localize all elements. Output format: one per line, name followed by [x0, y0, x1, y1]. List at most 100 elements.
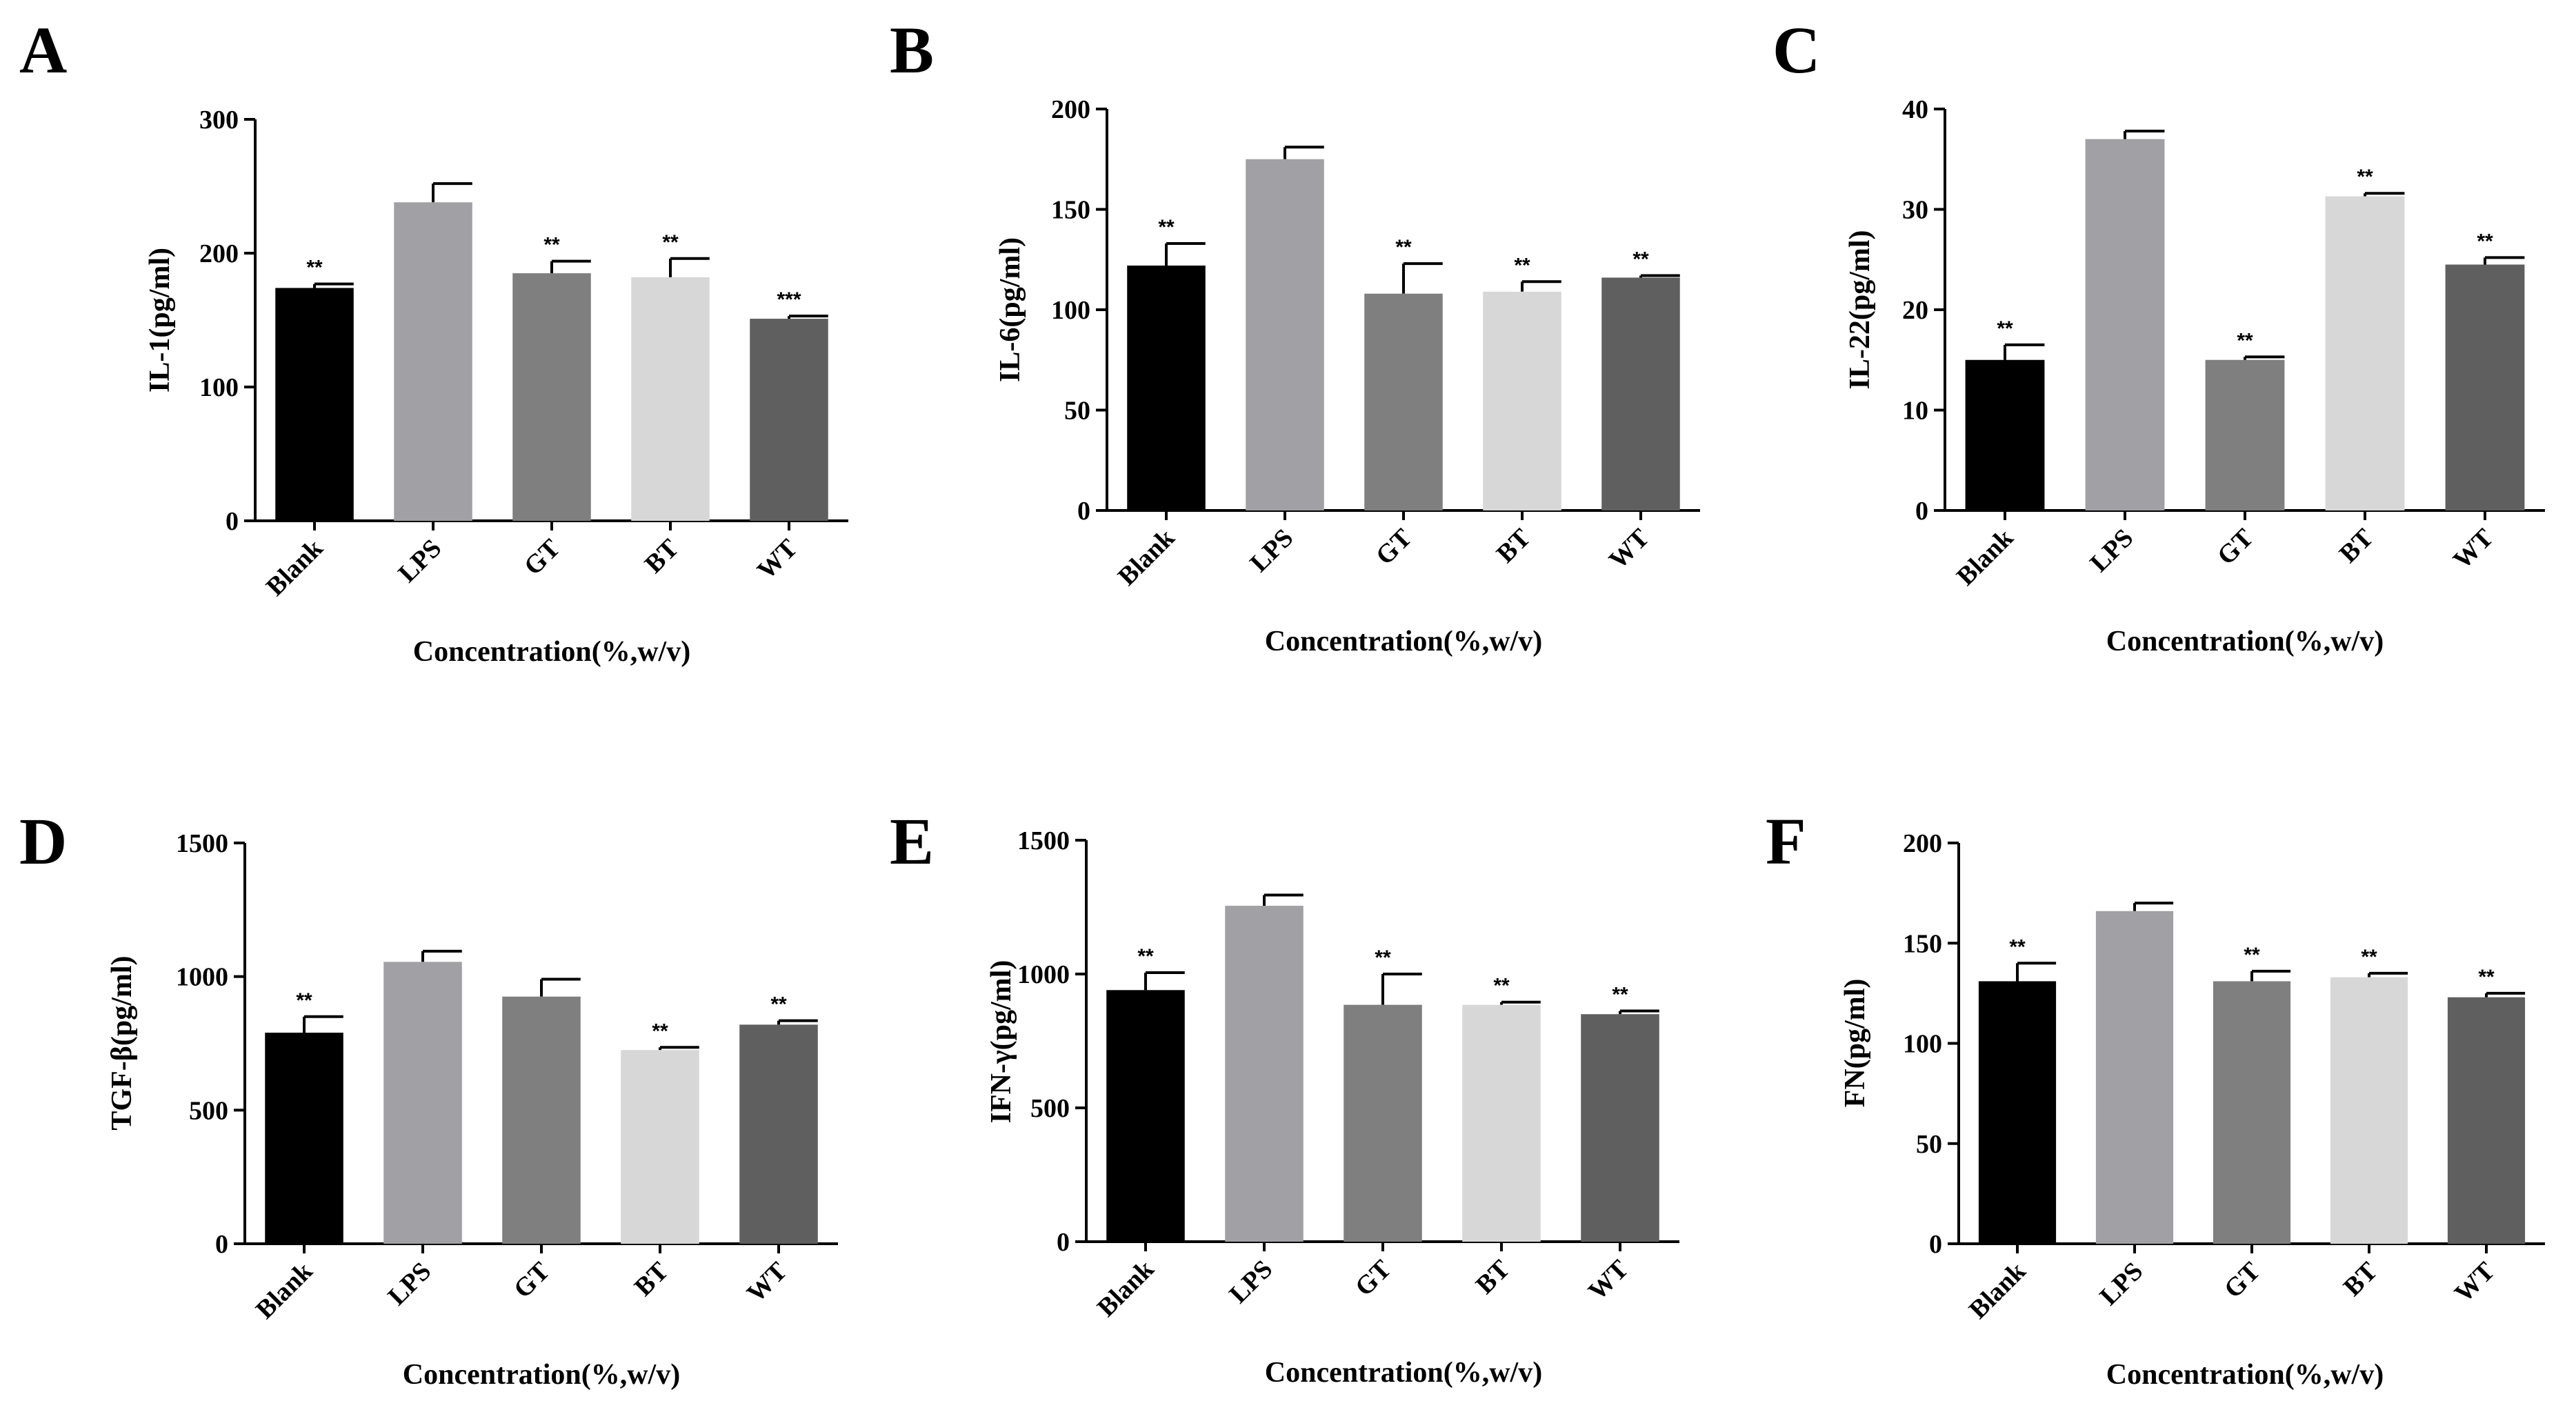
chart-panel-b: B 0 50 100 150 200 ** Blank LPS ** GT ** BT ** WT IL-6(…: [890, 13, 1700, 657]
bar-gt: [2205, 359, 2285, 510]
y-tick-label: 1500: [176, 829, 228, 858]
chart-panel-f: F 0 50 100 150 200 ** Blank LPS ** GT ** BT ** WT FN(pg…: [1766, 804, 2545, 1391]
x-axis-title: Concentration(%,w/v): [1265, 1357, 1542, 1389]
significance-label: **: [2477, 230, 2493, 252]
panel-letter: E: [890, 804, 934, 878]
x-tick-label: WT: [741, 1257, 793, 1309]
y-tick-label: 500: [189, 1096, 228, 1125]
x-tick-label: Blank: [1964, 1256, 2032, 1324]
x-tick-label: BT: [1491, 524, 1537, 569]
significance-label: **: [296, 989, 312, 1012]
significance-label: **: [2357, 166, 2373, 188]
chart-panel-d: D 0 500 1000 1500 ** Blank LPS GT ** BT ** WT TGF-β(p…: [19, 804, 838, 1391]
bar-gt: [502, 996, 581, 1244]
significance-label: **: [1137, 945, 1154, 968]
x-tick-label: GT: [2219, 1257, 2266, 1304]
x-tick-label: BT: [1470, 1255, 1516, 1300]
y-axis-title: IL-6(pg/ml): [995, 237, 1026, 382]
y-axis-title: FN(pg/ml): [1839, 979, 1871, 1108]
panel-letter: C: [1773, 13, 1820, 87]
significance-label: **: [1375, 946, 1391, 969]
panel-letter: F: [1766, 804, 1806, 878]
bar-lps: [1225, 906, 1304, 1242]
x-tick-label: Blank: [1951, 523, 2019, 591]
significance-label: **: [1633, 248, 1649, 271]
bar-wt: [2445, 264, 2525, 510]
x-tick-label: GT: [1370, 524, 1418, 571]
y-tick-label: 100: [199, 373, 239, 402]
y-tick-label: 20: [1902, 296, 1928, 325]
significance-label: **: [1493, 975, 1510, 997]
x-tick-label: Blank: [1092, 1254, 1160, 1322]
y-tick-label: 50: [1916, 1130, 1942, 1159]
x-tick-label: Blank: [1112, 523, 1181, 591]
bar-wt: [1601, 277, 1680, 510]
bar-gt: [512, 273, 591, 521]
y-axis-title: IL-1(pg/ml): [144, 248, 176, 393]
x-tick-label: GT: [2212, 524, 2259, 571]
bar-blank: [1965, 359, 2045, 510]
significance-label: ***: [777, 288, 801, 311]
bar-blank: [275, 288, 354, 521]
x-tick-label: BT: [629, 1257, 675, 1302]
bar-bt: [2325, 196, 2405, 510]
bar-lps: [2085, 139, 2165, 510]
y-axis-title: IFN-γ(pg/ml): [986, 960, 1017, 1124]
bar-bt: [631, 277, 710, 521]
significance-label: **: [543, 234, 560, 257]
bar-lps: [2095, 911, 2174, 1244]
x-tick-label: GT: [508, 1257, 556, 1304]
bar-lps: [394, 202, 472, 521]
panel-letter: B: [890, 13, 934, 87]
y-tick-label: 50: [1064, 397, 1090, 426]
x-tick-label: GT: [1350, 1255, 1397, 1302]
bar-wt: [739, 1024, 818, 1244]
x-axis-title: Concentration(%,w/v): [2106, 1359, 2384, 1391]
bar-bt: [1483, 291, 1561, 510]
y-tick-label: 40: [1902, 95, 1928, 124]
significance-label: **: [2361, 946, 2377, 969]
significance-label: **: [2478, 966, 2495, 989]
x-tick-label: LPS: [2094, 1257, 2148, 1311]
bar-wt: [750, 319, 828, 521]
panel-letter: A: [19, 13, 67, 87]
significance-label: **: [2237, 329, 2253, 352]
y-tick-label: 500: [1030, 1094, 1070, 1123]
significance-label: **: [1997, 317, 2013, 340]
x-axis-title: Concentration(%,w/v): [2106, 626, 2384, 657]
y-tick-label: 300: [199, 106, 239, 135]
bar-blank: [265, 1033, 343, 1244]
x-tick-label: WT: [2448, 524, 2499, 575]
significance-label: **: [2009, 935, 2026, 958]
y-axis-title: TGF-β(pg/ml): [106, 955, 138, 1130]
y-tick-label: 0: [226, 507, 239, 536]
y-tick-label: 1500: [1017, 826, 1070, 855]
x-tick-label: BT: [2338, 1257, 2384, 1302]
significance-label: **: [770, 993, 787, 1016]
bar-lps: [383, 962, 462, 1244]
x-tick-label: WT: [1604, 524, 1655, 575]
x-tick-label: LPS: [382, 1257, 437, 1311]
bar-bt: [621, 1050, 699, 1244]
y-tick-label: 0: [1057, 1228, 1070, 1257]
bar-lps: [1246, 159, 1324, 510]
bar-blank: [1127, 265, 1206, 510]
chart-panel-e: E 0 500 1000 1500 ** Blank LPS ** GT ** BT ** WT IFN-γ…: [890, 804, 1679, 1389]
x-tick-label: LPS: [1244, 524, 1299, 578]
y-tick-label: 100: [1051, 296, 1090, 325]
bar-blank: [1106, 990, 1185, 1242]
bar-gt: [2213, 981, 2291, 1244]
x-tick-label: Blank: [261, 533, 329, 602]
significance-label: **: [662, 231, 679, 254]
panel-letter: D: [19, 804, 67, 878]
bar-wt: [2447, 997, 2526, 1244]
bar-bt: [2330, 977, 2408, 1244]
x-tick-label: LPS: [2084, 524, 2139, 578]
significance-label: **: [1395, 236, 1412, 259]
x-tick-label: LPS: [1224, 1255, 1278, 1309]
x-axis-title: Concentration(%,w/v): [403, 1359, 680, 1391]
y-tick-label: 200: [1903, 829, 1942, 858]
x-tick-label: Blank: [250, 1256, 319, 1324]
significance-label: **: [652, 1020, 668, 1042]
